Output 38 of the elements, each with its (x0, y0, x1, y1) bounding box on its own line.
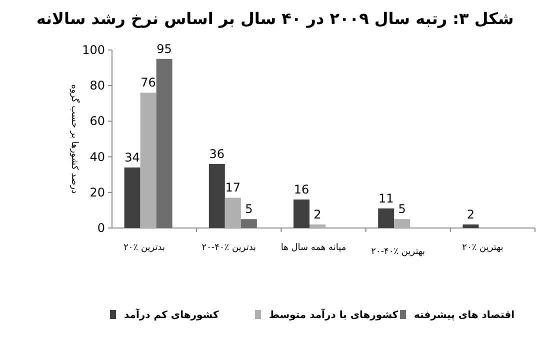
data-label: 76 (140, 76, 156, 90)
data-label: 17 (225, 180, 241, 195)
y-tick-label: 60 (90, 114, 105, 128)
data-label: 5 (245, 202, 253, 216)
data-label: 2 (314, 207, 322, 222)
bar (208, 164, 225, 228)
x-tick-label: ۲۰-۴۰٪ بدترین (202, 243, 256, 253)
bar (156, 58, 172, 228)
data-label: 16 (294, 182, 310, 197)
bar (140, 92, 156, 228)
x-tick-label: ۲۰٪ بدترین (124, 243, 166, 253)
data-label: 34 (124, 150, 140, 164)
y-tick-label: 20 (90, 185, 105, 200)
x-tick-label: میانه همه سال ها (280, 243, 346, 253)
data-label: 95 (156, 42, 172, 56)
x-tick-label: ۲۰٪ بهترین (462, 243, 504, 253)
data-label: 11 (378, 191, 394, 206)
data-label: 36 (209, 146, 225, 161)
bar (378, 208, 394, 228)
bar (294, 200, 310, 228)
bar (394, 219, 410, 228)
bar (124, 167, 140, 228)
bar (224, 198, 241, 228)
legend-label: اقتصاد های پیشرفته (414, 310, 515, 321)
data-label: 2 (466, 207, 475, 222)
bar (462, 224, 479, 228)
chart-title: شکل ۳: رتبه سال ۲۰۰۹ در ۴۰ سال بر اساس نرخ رشد سالانه (36, 9, 514, 28)
bar (310, 224, 326, 228)
y-tick-label: 100 (82, 43, 105, 57)
x-tick-label: ۲۰-۴۰٪ بهترین (371, 247, 426, 257)
y-axis-title: درصد کشورها بر حسب گروه (69, 84, 81, 194)
bar (240, 219, 257, 228)
y-tick-label: 80 (90, 78, 105, 93)
y-tick-label: 0 (97, 221, 105, 235)
legend-label: کشورهای کم درآمد (124, 308, 219, 321)
legend-label: کشورهای با درآمد متوسط (269, 308, 398, 321)
data-label: 5 (398, 202, 406, 216)
y-tick-label: 40 (90, 150, 105, 164)
